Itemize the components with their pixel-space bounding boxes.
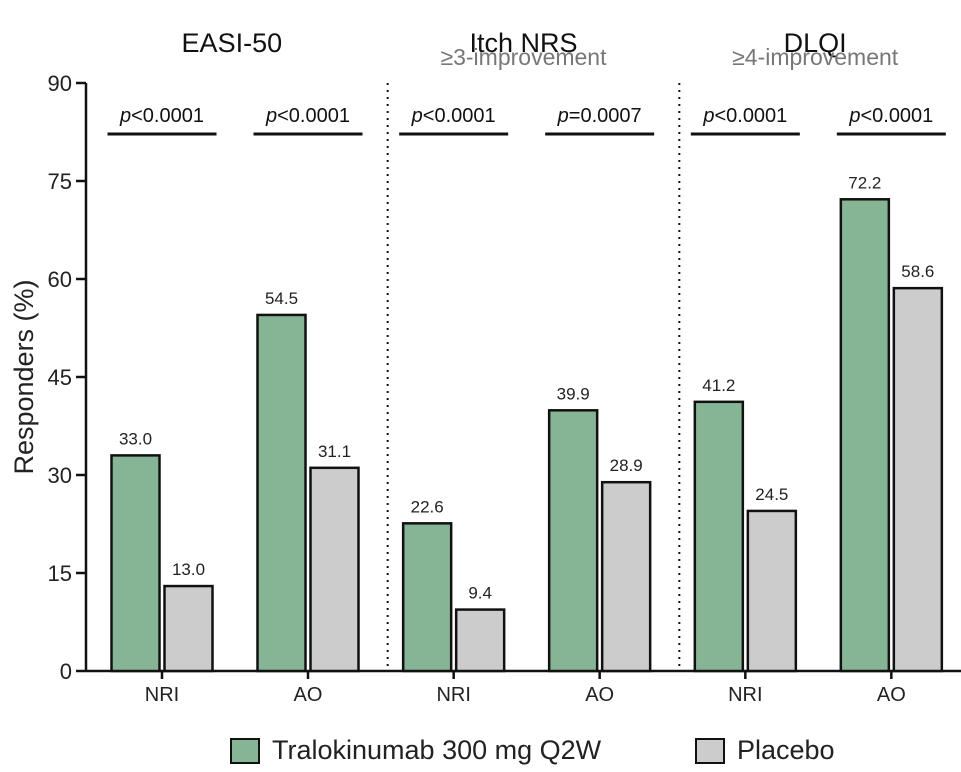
bar-placebo [454, 608, 506, 673]
bar-placebo [892, 286, 944, 673]
bar-value-label: 9.4 [468, 584, 492, 603]
bar-tralokinumab [839, 198, 891, 673]
bar-placebo [746, 509, 798, 673]
bar-placebo [163, 584, 214, 673]
bar-value-label: 54.5 [265, 289, 298, 308]
legend-item-tralokinumab: Tralokinumab 300 mg Q2W [230, 735, 601, 766]
x-tick-label: AO [877, 684, 906, 706]
x-tick-label: AO [294, 684, 323, 706]
bar-value-label: 41.2 [702, 376, 735, 395]
bar-tralokinumab [256, 313, 307, 673]
bar-tralokinumab [693, 400, 745, 673]
bar-value-label: 31.1 [318, 442, 351, 461]
x-tick-label: NRI [436, 684, 470, 706]
legend-label-tralokinumab: Tralokinumab 300 mg Q2W [272, 735, 602, 765]
y-axis-label: Responders (%) [9, 279, 39, 474]
bar-tralokinumab [547, 409, 599, 673]
legend-item-placebo: Placebo [695, 735, 835, 766]
bar-value-label: 39.9 [557, 384, 590, 403]
bar-tralokinumab [110, 454, 161, 673]
panel-title: DLQI [784, 28, 847, 58]
x-tick-label: NRI [728, 684, 762, 706]
panel-title: Itch NRS [469, 28, 577, 58]
bar-value-label: 58.6 [901, 262, 934, 281]
panel-title: EASI-50 [182, 28, 283, 58]
y-tick-label: 75 [48, 169, 72, 194]
y-tick-label: 60 [48, 267, 72, 292]
panel-subtitle: ≥3-improvement [440, 44, 607, 70]
x-tick-label: NRI [145, 684, 179, 706]
legend-swatch-tralokinumab [230, 737, 260, 764]
p-value-label: p<0.0001 [702, 105, 787, 127]
p-value-label: p<0.0001 [411, 105, 496, 127]
bar-value-label: 72.2 [848, 173, 881, 192]
bar-value-label: 33.0 [119, 429, 152, 448]
p-value-label: p<0.0001 [119, 105, 204, 127]
p-value-label: p<0.0001 [265, 105, 350, 127]
y-tick-label: 45 [48, 365, 72, 390]
bar-value-label: 24.5 [755, 485, 788, 504]
bar-placebo [309, 466, 360, 673]
bar-value-label: 22.6 [411, 497, 444, 516]
bar-value-label: 13.0 [172, 560, 205, 579]
legend-swatch-placebo [695, 737, 725, 764]
p-value-label: p=0.0007 [557, 105, 642, 127]
bar-tralokinumab [401, 522, 453, 673]
y-tick-label: 90 [48, 71, 72, 96]
y-tick-label: 30 [48, 463, 72, 488]
y-tick-label: 0 [60, 659, 72, 684]
panel-subtitle: ≥4-improvement [732, 44, 899, 70]
p-value-label: p<0.0001 [848, 105, 933, 127]
x-tick-label: AO [585, 684, 614, 706]
bar-placebo [600, 480, 652, 673]
legend-label-placebo: Placebo [737, 735, 835, 765]
bar-value-label: 28.9 [610, 456, 643, 475]
responders-bar-chart: 0 15 30 45 60 75 90 Responders (%) EASI-50 p<0.00… [9, 28, 961, 706]
legend: Tralokinumab 300 mg Q2W Placebo [0, 735, 961, 771]
y-tick-label: 15 [48, 561, 72, 586]
